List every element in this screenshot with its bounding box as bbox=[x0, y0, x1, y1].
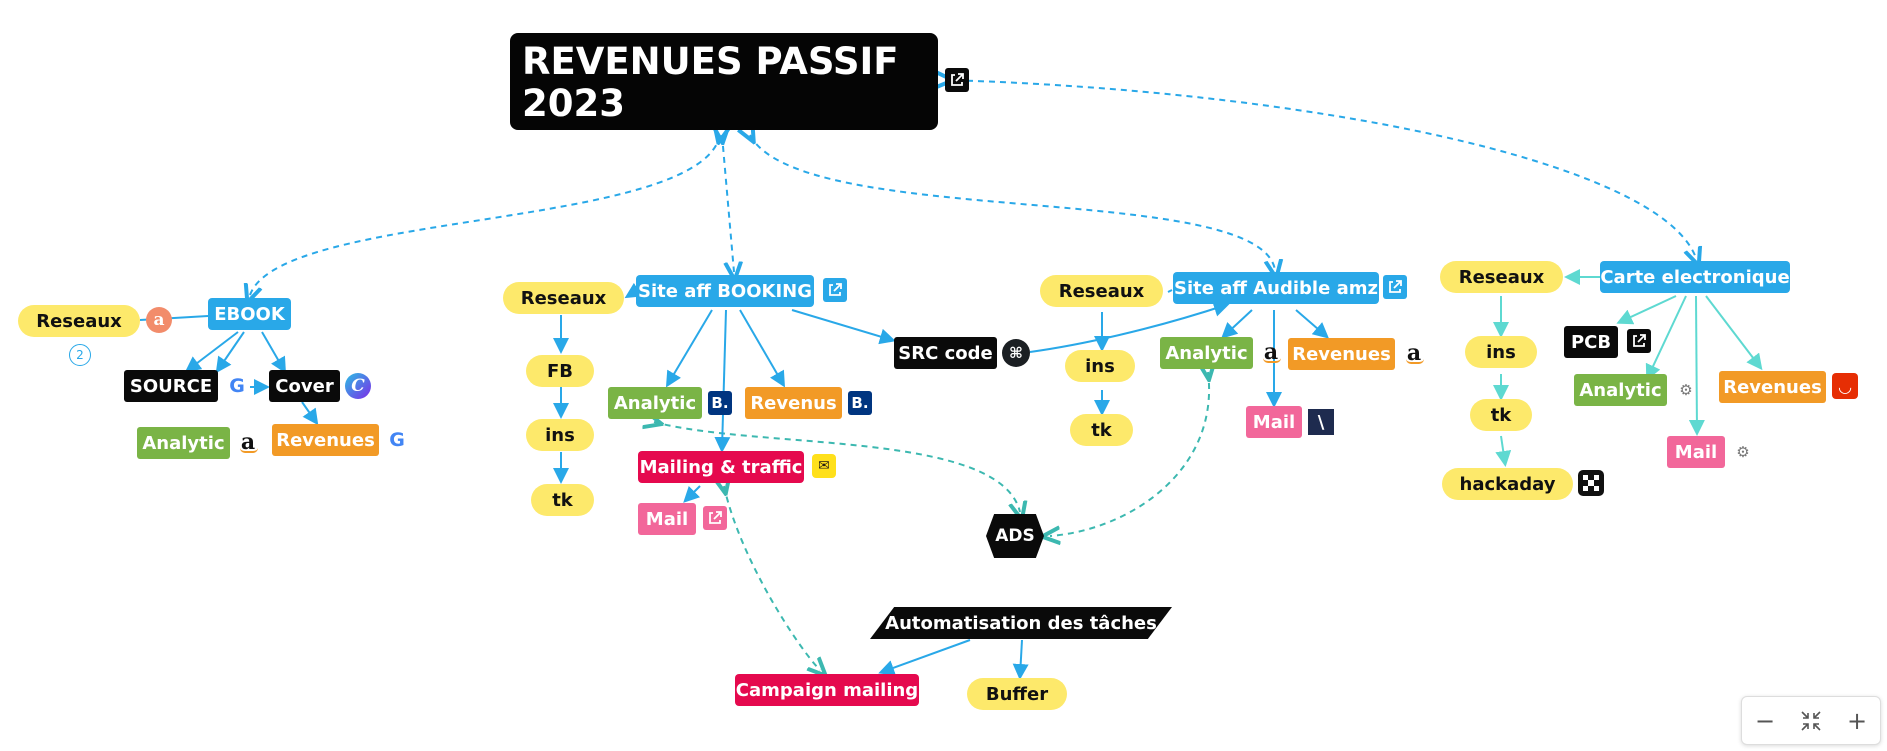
amazon-icon: a bbox=[1401, 340, 1427, 366]
ebook-source[interactable]: SOURCE bbox=[124, 370, 218, 402]
booking-revenus[interactable]: Revenus bbox=[745, 387, 842, 419]
booking-icon: B. bbox=[848, 391, 872, 415]
tool-icon: ⚙ bbox=[1679, 381, 1693, 399]
booking-icon: B. bbox=[708, 391, 732, 415]
booking-ins[interactable]: ins bbox=[526, 419, 594, 451]
mailchimp-icon: ✉ bbox=[812, 454, 836, 478]
collapse-arrows-icon bbox=[1801, 710, 1821, 731]
topic-ebook[interactable]: EBOOK bbox=[208, 298, 291, 330]
fit-to-screen-button[interactable] bbox=[1793, 703, 1829, 739]
audible-ins[interactable]: ins bbox=[1065, 350, 1135, 382]
topic-carte-electronique[interactable]: Carte electronique bbox=[1600, 261, 1790, 293]
topic-site-aff-audible[interactable]: Site aff Audible amz bbox=[1173, 272, 1379, 304]
external-link-icon[interactable] bbox=[1383, 275, 1407, 299]
amazon-icon: a bbox=[1258, 339, 1284, 365]
ads-node[interactable]: ADS bbox=[986, 514, 1044, 558]
carte-analytic[interactable]: Analytic bbox=[1574, 374, 1667, 406]
google-icon: G bbox=[229, 375, 245, 397]
ebook-revenues[interactable]: Revenues bbox=[272, 424, 379, 456]
booking-analytic[interactable]: Analytic bbox=[608, 387, 702, 419]
hackaday-icon bbox=[1578, 470, 1604, 496]
google-icon: G bbox=[389, 429, 405, 451]
ebook-cover[interactable]: Cover bbox=[269, 370, 340, 402]
src-code[interactable]: SRC code bbox=[894, 337, 997, 369]
campaign-mailing[interactable]: Campaign mailing bbox=[735, 674, 919, 706]
external-link-icon[interactable] bbox=[703, 506, 727, 530]
booking-fb[interactable]: FB bbox=[526, 355, 594, 387]
automation-topic[interactable]: Automatisation des tâches bbox=[870, 607, 1172, 639]
zoom-in-button[interactable]: + bbox=[1846, 706, 1868, 735]
collapsed-count-badge[interactable]: 2 bbox=[69, 344, 91, 366]
github-icon: ⌘ bbox=[1002, 339, 1030, 367]
carte-reseaux[interactable]: Reseaux bbox=[1440, 261, 1563, 293]
ebook-reseaux[interactable]: Reseaux bbox=[18, 305, 140, 337]
carte-mail[interactable]: Mail bbox=[1667, 436, 1725, 468]
external-link-icon[interactable] bbox=[823, 278, 847, 302]
carte-pcb[interactable]: PCB bbox=[1564, 326, 1618, 358]
writer-icon: \ bbox=[1308, 409, 1334, 435]
tool-icon: ⚙ bbox=[1736, 443, 1750, 461]
ebook-analytic[interactable]: Analytic bbox=[137, 427, 230, 459]
carte-ins[interactable]: ins bbox=[1465, 336, 1537, 368]
audible-mail[interactable]: Mail bbox=[1246, 406, 1302, 438]
carte-revenues[interactable]: Revenues bbox=[1719, 371, 1826, 403]
zoom-controls: − + bbox=[1741, 696, 1881, 745]
external-link-icon[interactable] bbox=[1627, 329, 1651, 353]
audible-tk[interactable]: tk bbox=[1070, 414, 1133, 446]
booking-mailing-traffic[interactable]: Mailing & traffic bbox=[638, 451, 804, 483]
external-link-icon[interactable] bbox=[945, 68, 969, 92]
audible-revenues[interactable]: Revenues bbox=[1288, 338, 1395, 370]
topic-site-aff-booking[interactable]: Site aff BOOKING bbox=[636, 275, 814, 307]
buffer[interactable]: Buffer bbox=[967, 678, 1067, 710]
root-topic[interactable]: REVENUES PASSIF 2023 bbox=[510, 33, 938, 130]
canva-icon: C bbox=[345, 373, 371, 399]
amazon-circle-icon: a bbox=[146, 307, 172, 333]
carte-hackaday[interactable]: hackaday bbox=[1442, 468, 1573, 500]
booking-reseaux[interactable]: Reseaux bbox=[503, 282, 624, 314]
amazon-icon: a bbox=[235, 429, 261, 455]
audible-analytic[interactable]: Analytic bbox=[1160, 337, 1253, 369]
audible-reseaux[interactable]: Reseaux bbox=[1040, 275, 1163, 307]
carte-tk[interactable]: tk bbox=[1470, 399, 1532, 431]
booking-mail[interactable]: Mail bbox=[638, 503, 696, 535]
zoom-out-button[interactable]: − bbox=[1754, 706, 1776, 735]
booking-tk[interactable]: tk bbox=[531, 484, 594, 516]
aliexpress-icon: ◡ bbox=[1832, 373, 1858, 399]
